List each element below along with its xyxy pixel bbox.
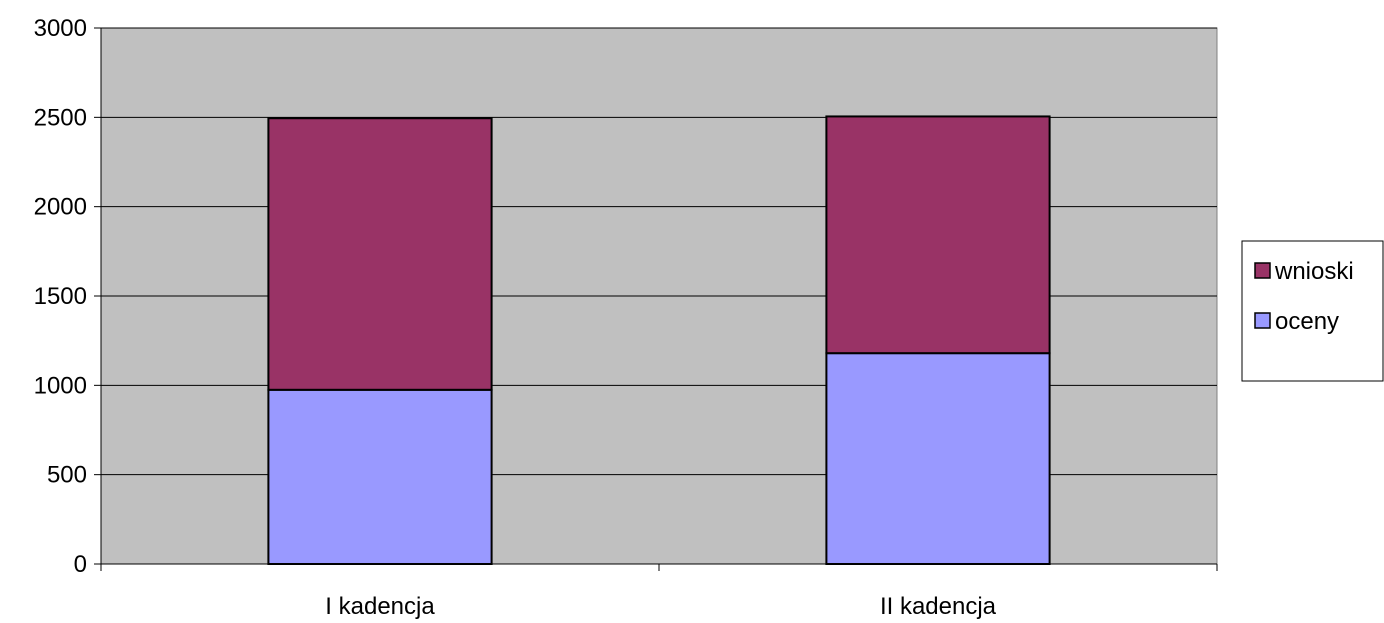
legend-swatch-wnioski	[1254, 262, 1271, 279]
bar-oceny	[825, 352, 1051, 565]
legend: wnioski oceny	[1241, 240, 1384, 382]
legend-swatch-oceny	[1254, 312, 1271, 329]
x-category-label: I kadencja	[325, 593, 435, 620]
y-tick-label: 1500	[34, 283, 87, 310]
bar-oceny	[267, 388, 493, 565]
x-category-label: II kadencja	[880, 593, 997, 620]
y-tick-label: 3000	[34, 15, 87, 42]
y-tick-label: 2500	[34, 104, 87, 131]
legend-label-wnioski: wnioski	[1274, 258, 1354, 285]
y-tick-label: 0	[74, 551, 87, 578]
bar-wnioski	[267, 117, 493, 391]
axes: 0 500 1000 1500 2000 2500 3000 I kadencja II kad…	[34, 15, 1218, 620]
bar-wnioski	[825, 115, 1051, 355]
bars	[267, 115, 1051, 565]
legend-label-oceny: oceny	[1275, 308, 1339, 335]
y-tick-label: 1000	[34, 372, 87, 399]
y-tick-label: 2000	[34, 194, 87, 221]
y-tick-label: 500	[47, 462, 87, 489]
